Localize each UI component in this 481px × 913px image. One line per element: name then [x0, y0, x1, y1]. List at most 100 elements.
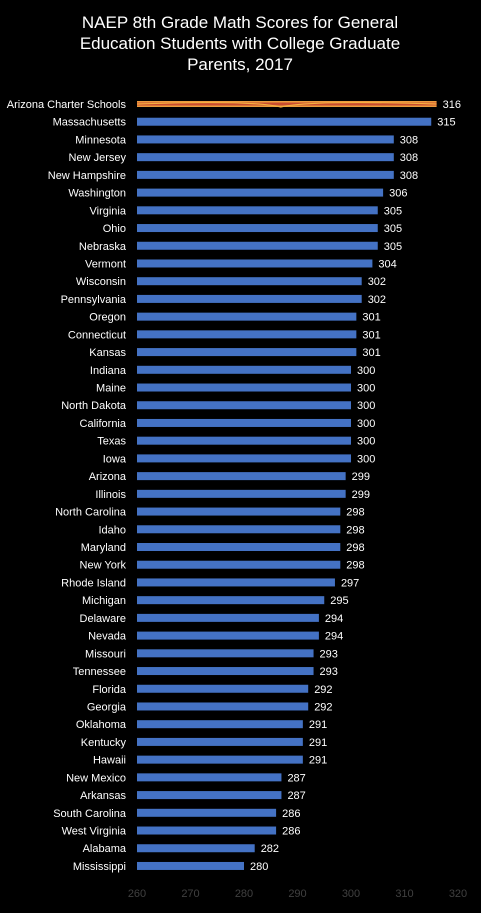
bar [137, 135, 394, 144]
category-label: California [80, 418, 127, 430]
x-tick-label: 290 [288, 888, 306, 900]
category-label: Nevada [88, 631, 127, 643]
category-label: North Carolina [55, 507, 127, 519]
value-label: 300 [357, 383, 375, 395]
value-label: 301 [362, 312, 380, 324]
value-label: 294 [325, 631, 343, 643]
category-label: Maryland [81, 542, 126, 554]
value-label: 299 [352, 489, 370, 501]
category-label: Minnesota [75, 134, 127, 146]
bar [137, 294, 362, 303]
bar [137, 578, 335, 587]
category-label: Idaho [98, 524, 126, 536]
bar [137, 170, 394, 179]
x-tick-label: 320 [449, 888, 467, 900]
value-label: 306 [389, 188, 407, 200]
bar [137, 791, 282, 800]
category-label: Florida [92, 684, 127, 696]
bar [137, 826, 277, 835]
category-label: Connecticut [68, 329, 126, 341]
category-label: North Dakota [61, 400, 127, 412]
value-label: 291 [309, 737, 327, 749]
category-label: New Hampshire [48, 170, 126, 182]
x-tick-label: 280 [235, 888, 253, 900]
value-label: 305 [384, 223, 402, 235]
value-label: 287 [287, 772, 305, 784]
category-label: Kansas [89, 347, 126, 359]
value-label: 297 [341, 577, 359, 589]
bar [137, 436, 351, 445]
value-label: 286 [282, 826, 300, 838]
value-label: 294 [325, 613, 343, 625]
value-label: 304 [378, 258, 396, 270]
chart-title-line: Education Students with College Graduate [80, 34, 400, 53]
bar [137, 560, 341, 569]
category-label: South Carolina [53, 808, 127, 820]
category-label: Georgia [87, 701, 127, 713]
bar [137, 117, 432, 126]
value-label: 298 [346, 542, 364, 554]
value-label: 299 [352, 471, 370, 483]
value-label: 316 [443, 99, 461, 111]
category-label: Nebraska [79, 241, 127, 253]
category-label: New York [80, 560, 127, 572]
value-label: 298 [346, 560, 364, 572]
bar [137, 259, 373, 268]
value-label: 293 [320, 666, 338, 678]
bar [137, 861, 244, 870]
category-label: Virginia [90, 205, 127, 217]
x-tick-label: 310 [395, 888, 413, 900]
bar [137, 330, 357, 339]
value-label: 305 [384, 241, 402, 253]
value-label: 300 [357, 365, 375, 377]
category-label: Iowa [103, 453, 127, 465]
bar [137, 153, 394, 162]
category-label: West Virginia [62, 826, 127, 838]
value-label: 308 [400, 152, 418, 164]
category-label: Arizona Charter Schools [7, 99, 127, 111]
category-label: Massachusetts [53, 117, 127, 129]
category-label: Texas [97, 436, 126, 448]
value-label: 292 [314, 684, 332, 696]
x-tick-label: 260 [128, 888, 146, 900]
category-label: Tennessee [73, 666, 126, 678]
value-label: 282 [261, 843, 279, 855]
category-label: New Jersey [69, 152, 127, 164]
category-label: Missouri [85, 648, 126, 660]
bar [137, 348, 357, 357]
value-label: 300 [357, 400, 375, 412]
value-label: 300 [357, 418, 375, 430]
category-label: Pennsylvania [61, 294, 127, 306]
bar [137, 596, 325, 605]
value-label: 301 [362, 347, 380, 359]
value-label: 287 [287, 790, 305, 802]
category-label: Hawaii [93, 755, 126, 767]
category-label: Rhode Island [61, 577, 126, 589]
bar [137, 489, 346, 498]
bar [137, 702, 309, 711]
category-label: Arizona [89, 471, 127, 483]
value-label: 291 [309, 719, 327, 731]
value-label: 291 [309, 755, 327, 767]
value-label: 292 [314, 701, 332, 713]
x-tick-label: 300 [342, 888, 360, 900]
value-label: 308 [400, 134, 418, 146]
category-label: New Mexico [66, 772, 126, 784]
value-label: 293 [320, 648, 338, 660]
bar [137, 188, 384, 197]
value-label: 305 [384, 205, 402, 217]
bar [137, 507, 341, 516]
category-label: Indiana [90, 365, 127, 377]
bar [137, 844, 255, 853]
bar [137, 241, 378, 250]
bar [137, 808, 277, 817]
value-label: 300 [357, 453, 375, 465]
chart-title-line: NAEP 8th Grade Math Scores for General [82, 13, 398, 32]
bar [137, 667, 314, 676]
bar [137, 401, 351, 410]
category-label: Oregon [89, 312, 126, 324]
category-label: Kentucky [81, 737, 127, 749]
category-label: Michigan [82, 595, 126, 607]
bar [137, 737, 303, 746]
bar [137, 649, 314, 658]
